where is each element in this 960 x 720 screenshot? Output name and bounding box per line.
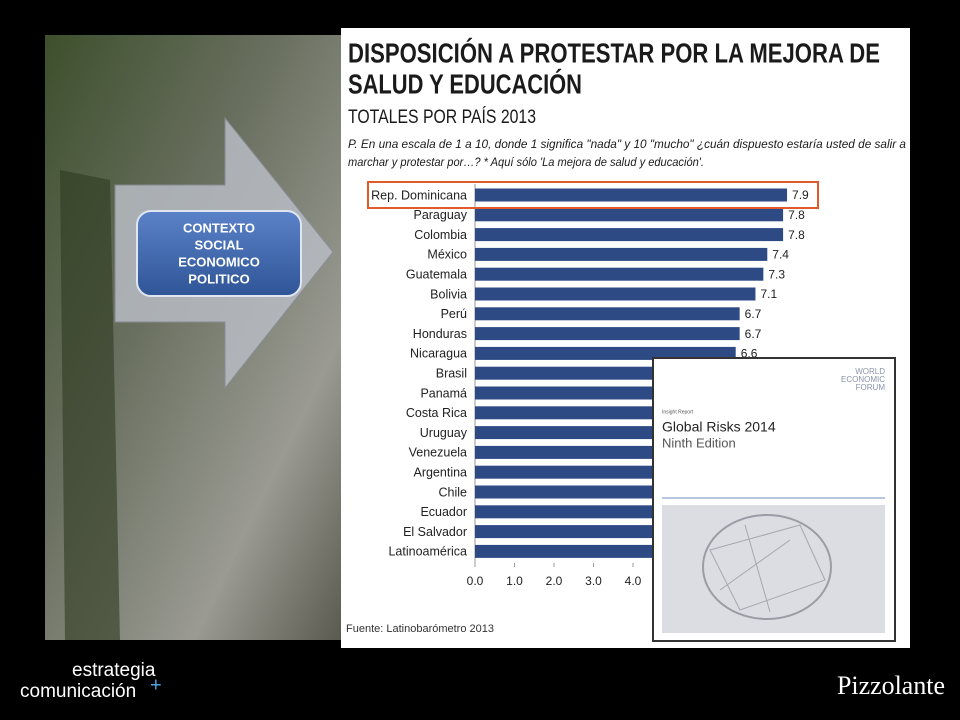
y-tick-label: Honduras: [413, 327, 467, 341]
context-box: [136, 210, 302, 297]
question: P. En una escala de 1 a 10, donde 1 sign…: [348, 139, 906, 151]
y-tick-label: Panamá: [420, 386, 467, 400]
bar: [475, 247, 768, 261]
photo-figure: [60, 170, 120, 640]
cover-art: [662, 505, 885, 633]
bar: [475, 307, 740, 321]
source: Fuente: Latinobarómetro 2013: [346, 623, 494, 635]
bar: [475, 267, 764, 281]
y-tick-label: Bolivia: [430, 287, 467, 301]
y-tick-label: Chile: [439, 485, 468, 499]
context-box-text: CONTEXTO SOCIAL ECONOMICO POLITICO: [178, 220, 260, 286]
logo-left: estrategia: [72, 660, 156, 681]
y-tick-label: Brasil: [436, 366, 467, 380]
x-tick-label: 0.0: [467, 574, 484, 588]
publisher-line: FORUM: [856, 383, 886, 392]
chart-subtitle: TOTALES POR PAÍS 2013: [348, 107, 536, 128]
data-label: 7.1: [760, 287, 777, 301]
publisher-line: ECONOMIC: [841, 375, 885, 384]
bar: [475, 228, 784, 242]
bar: [475, 525, 697, 539]
box-line: SOCIAL: [194, 237, 243, 252]
x-tick-label: 2.0: [546, 574, 563, 588]
cover-network: [709, 524, 826, 613]
chart-title: DISPOSICIÓN A PROTESTAR POR LA MEJORA DE: [348, 37, 880, 68]
y-tick-label: México: [427, 248, 467, 262]
publisher: WORLD ECONOMIC FORUM: [841, 367, 885, 392]
bar: [475, 327, 740, 341]
data-label: 7.4: [772, 248, 789, 262]
x-tick-label: 1.0: [506, 574, 523, 588]
y-tick-label: Costa Rica: [406, 406, 467, 420]
box-line: CONTEXTO: [183, 220, 255, 235]
report-cover: WORLD ECONOMIC FORUM Insight Report Glob…: [652, 357, 896, 642]
cover-title: Global Risks 2014: [662, 419, 776, 435]
data-label: 7.8: [788, 208, 805, 222]
logo-right: Pizzolante: [837, 671, 945, 700]
y-tick-label: Rep. Dominicana: [371, 188, 467, 202]
box-line: ECONOMICO: [178, 254, 260, 269]
y-tick-label: Paraguay: [413, 208, 467, 222]
y-tick-label: Guatemala: [406, 267, 467, 281]
data-label: 6.7: [745, 307, 762, 321]
y-tick-label: Latinoamérica: [388, 545, 467, 559]
data-label: 7.8: [788, 228, 805, 242]
bar: [475, 188, 788, 202]
x-tick-label: 3.0: [585, 574, 602, 588]
y-tick-label: Venezuela: [409, 446, 467, 460]
logo-left: comunicación: [20, 681, 136, 702]
cover-globe: [702, 514, 832, 620]
x-tick-label: 4.0: [625, 574, 642, 588]
y-tick-label: Colombia: [414, 228, 467, 242]
bar: [475, 485, 709, 499]
y-tick-label: Ecuador: [420, 505, 467, 519]
cover-edition: Ninth Edition: [662, 435, 736, 450]
bar: [475, 505, 705, 519]
bar: [475, 346, 736, 360]
bar: [475, 287, 756, 301]
kicker: Insight Report: [662, 409, 694, 415]
bar: [475, 208, 784, 222]
publisher-line: WORLD: [855, 367, 885, 376]
highlight-box: [367, 181, 819, 209]
question: marchar y protestar por…? * Aquí sólo 'L…: [348, 157, 704, 169]
box-line: POLITICO: [188, 271, 249, 286]
data-label: 7.9: [792, 188, 809, 202]
y-tick-label: Uruguay: [420, 426, 468, 440]
y-tick-label: El Salvador: [403, 525, 467, 539]
data-label: 7.3: [768, 267, 785, 281]
y-tick-label: Perú: [441, 307, 467, 321]
y-tick-label: Argentina: [413, 465, 467, 479]
data-label: 6.7: [745, 327, 762, 341]
chart-title: SALUD Y EDUCACIÓN: [348, 68, 582, 99]
logo-plus: +: [150, 674, 162, 696]
y-tick-label: Nicaragua: [410, 347, 467, 361]
